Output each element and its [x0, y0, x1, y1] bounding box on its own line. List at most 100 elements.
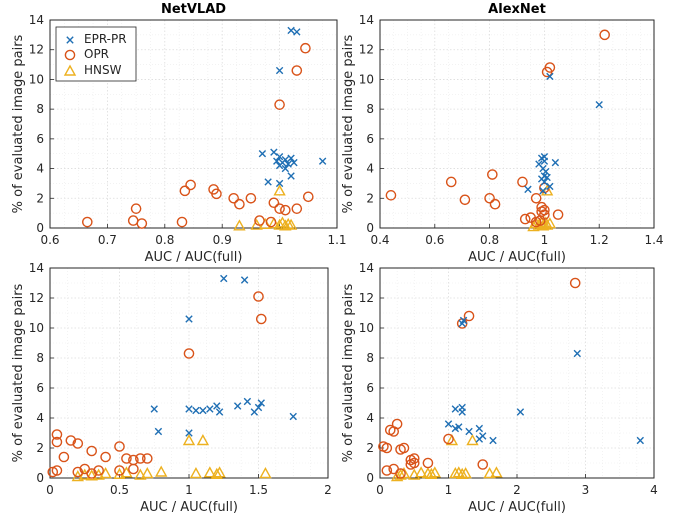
opr-point: [86, 445, 97, 457]
opr-point: [408, 457, 420, 469]
x-tick-label: 2: [324, 483, 332, 497]
data-markers: [378, 277, 644, 482]
y-tick-label: 12: [29, 43, 44, 57]
opr-point: [422, 457, 434, 469]
opr-point: [51, 436, 63, 448]
x-tick-label: 1: [185, 483, 193, 497]
y-axis-label: % of evaluated image pairs: [341, 34, 356, 213]
hnsw-point: [182, 434, 196, 446]
epr-pr-point: [551, 158, 560, 167]
opr-point: [484, 192, 495, 204]
y-tick-label: 10: [29, 321, 44, 335]
x-axis-label: AUC / AUC(full): [468, 500, 566, 515]
legend-label-epr-pr: EPR-PR: [84, 32, 127, 46]
x-axis-label: AUC / AUC(full): [145, 250, 243, 265]
x-tick-label: 0.7: [98, 233, 117, 247]
hnsw-point: [85, 469, 98, 481]
chart-title: AlexNet: [488, 2, 546, 17]
epr-pr-point: [458, 408, 466, 416]
x-tick-label: 4: [650, 483, 658, 497]
epr-pr-point: [465, 427, 473, 436]
grid-lines: [49, 267, 329, 479]
opr-point: [445, 176, 457, 188]
hnsw-point: [449, 467, 462, 479]
epr-pr-point: [213, 402, 221, 410]
y-tick-label: 6: [36, 132, 44, 146]
epr-pr-point: [540, 178, 549, 186]
y-tick-label: 4: [366, 411, 374, 425]
epr-pr-point: [546, 182, 554, 191]
legend-marker-opr-icon: [64, 49, 76, 61]
axes-frame: [379, 19, 655, 229]
y-tick-label: 0: [36, 471, 44, 485]
opr-point: [183, 348, 195, 359]
x-axis-label: AUC / AUC(full): [468, 250, 566, 265]
y-tick-label: 6: [366, 132, 374, 146]
x-tick-label: 1.5: [249, 483, 268, 497]
x-tick-label: 1.4: [644, 233, 663, 247]
x-tick-label: 0.6: [40, 233, 59, 247]
legend-marker-epr-pr-icon: [66, 36, 74, 44]
opr-point: [268, 197, 280, 209]
x-tick-label: 3: [582, 483, 590, 497]
hnsw-point: [466, 434, 479, 446]
epr-pr-point: [573, 349, 581, 358]
epr-pr-point: [540, 157, 549, 165]
opr-point: [65, 435, 77, 446]
legend-marker-hnsw-icon: [63, 64, 77, 76]
epr-pr-point: [240, 276, 249, 284]
opr-point: [302, 191, 314, 203]
opr-point: [185, 179, 196, 191]
hnsw-point: [210, 467, 223, 479]
hnsw-point: [394, 468, 407, 480]
epr-pr-point: [254, 403, 263, 412]
epr-pr-point: [185, 315, 193, 323]
epr-pr-point: [264, 178, 272, 186]
x-tick-label: 0.4: [370, 233, 389, 247]
chart-panel-bottom-left: 0 0.5 1 1.5 2 0 2 4 6 8 10 12 14 AUC / AUC(full) % …: [11, 261, 332, 515]
opr-point: [58, 451, 70, 463]
axes-frame: [49, 19, 338, 229]
hnsw-point: [196, 434, 210, 446]
epr-pr-point: [455, 423, 463, 431]
y-tick-label: 14: [359, 13, 374, 27]
x-tick-label: 1: [541, 233, 549, 247]
hnsw-point: [459, 467, 472, 479]
hnsw-point: [273, 184, 286, 196]
epr-pr-point: [524, 185, 532, 194]
legend-label-hnsw: HNSW: [84, 63, 122, 77]
opr-point: [128, 463, 139, 475]
opr-point: [280, 204, 291, 216]
x-axis-label: AUC / AUC(full): [140, 500, 238, 515]
epr-pr-point: [475, 435, 484, 443]
opr-point: [86, 468, 97, 479]
opr-point: [487, 169, 498, 180]
y-tick-labels: 0 2 4 6 8 10 12 14: [359, 13, 384, 235]
epr-pr-point: [275, 179, 284, 188]
epr-pr-point: [289, 412, 297, 421]
y-tick-label: 0: [366, 221, 374, 235]
y-tick-labels: 0 2 4 6 8 10 12 14: [29, 13, 54, 235]
hnsw-point: [189, 467, 203, 479]
x-tick-label: 1: [276, 233, 284, 247]
opr-point: [121, 453, 132, 464]
chart-panel-netvlad: 0.6 0.7 0.8 0.9 1 1.1 0 2 4 6 8 10 12 14 NetVLAD AUC…: [11, 2, 347, 265]
x-tick-labels: 0.6 0.7 0.8 0.9 1 1.1: [40, 224, 347, 247]
y-tick-labels: 0 2 4 6 8 10 12 14: [359, 261, 384, 485]
epr-pr-point: [287, 26, 295, 35]
opr-point: [463, 310, 475, 322]
legend-box: [55, 26, 137, 82]
opr-point: [443, 433, 454, 445]
x-tick-label: 0: [376, 483, 384, 497]
epr-pr-point: [475, 424, 484, 433]
x-tick-label: 0.9: [213, 233, 232, 247]
epr-pr-point: [281, 164, 290, 173]
data-markers: [385, 29, 610, 232]
legend-marker-opr-glyph: [64, 49, 76, 61]
hnsw-point: [445, 434, 459, 446]
y-tick-label: 0: [36, 221, 44, 235]
x-tick-label: 2: [513, 483, 521, 497]
opr-point: [539, 204, 550, 216]
hnsw-point: [282, 217, 295, 229]
hnsw-point: [284, 218, 298, 230]
